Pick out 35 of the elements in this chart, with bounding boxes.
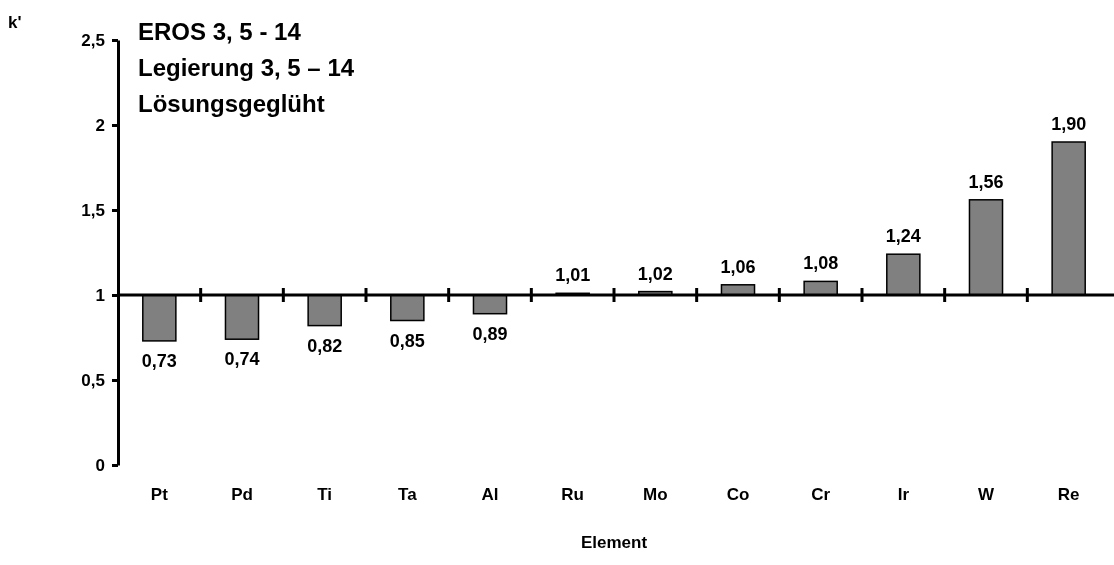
annotation: EROS 3, 5 - 14 xyxy=(138,18,302,45)
data-label: 1,02 xyxy=(637,263,673,284)
x-tick-label: Al xyxy=(481,485,499,504)
data-label: 1,56 xyxy=(968,171,1004,192)
x-tick-label: Pt xyxy=(150,485,169,504)
x-tick-label: Cr xyxy=(811,485,831,504)
y-tick-label: 1 xyxy=(95,285,105,305)
data-label: 0,74 xyxy=(224,349,260,370)
x-tick-label: Ir xyxy=(897,485,910,504)
y-tick-label: 0 xyxy=(95,455,105,475)
data-label: 0,89 xyxy=(472,323,508,344)
y-tick-label: 2,5 xyxy=(81,30,105,50)
x-tick-label: Mo xyxy=(643,485,668,504)
y-axis-title: k' xyxy=(8,13,22,32)
x-tick-label: Ti xyxy=(317,485,333,504)
data-label: 1,01 xyxy=(555,265,591,286)
data-label: 1,08 xyxy=(803,253,839,274)
x-tick-label: Co xyxy=(726,485,750,504)
data-label: 1,90 xyxy=(1051,114,1087,134)
data-label: 1,06 xyxy=(720,256,756,277)
y-tick-label: 1,5 xyxy=(81,200,105,220)
x-tick-label: Ta xyxy=(398,485,418,504)
x-tick-label: Ru xyxy=(561,485,584,504)
x-tick-label: Re xyxy=(1057,485,1080,504)
y-tick-label: 2 xyxy=(95,115,105,135)
y-tick-label: 0,5 xyxy=(81,370,105,390)
data-label: 0,82 xyxy=(307,335,343,356)
data-label: 0,85 xyxy=(389,330,425,351)
x-axis-title: Element xyxy=(580,533,648,552)
annotation: Legierung 3, 5 – 14 xyxy=(138,54,355,81)
annotation: Lösungsgeglüht xyxy=(138,90,325,117)
x-tick-label: Pd xyxy=(231,485,253,504)
x-tick-label: W xyxy=(977,485,995,504)
data-label: 0,73 xyxy=(141,350,177,371)
data-label: 1,24 xyxy=(885,226,921,247)
